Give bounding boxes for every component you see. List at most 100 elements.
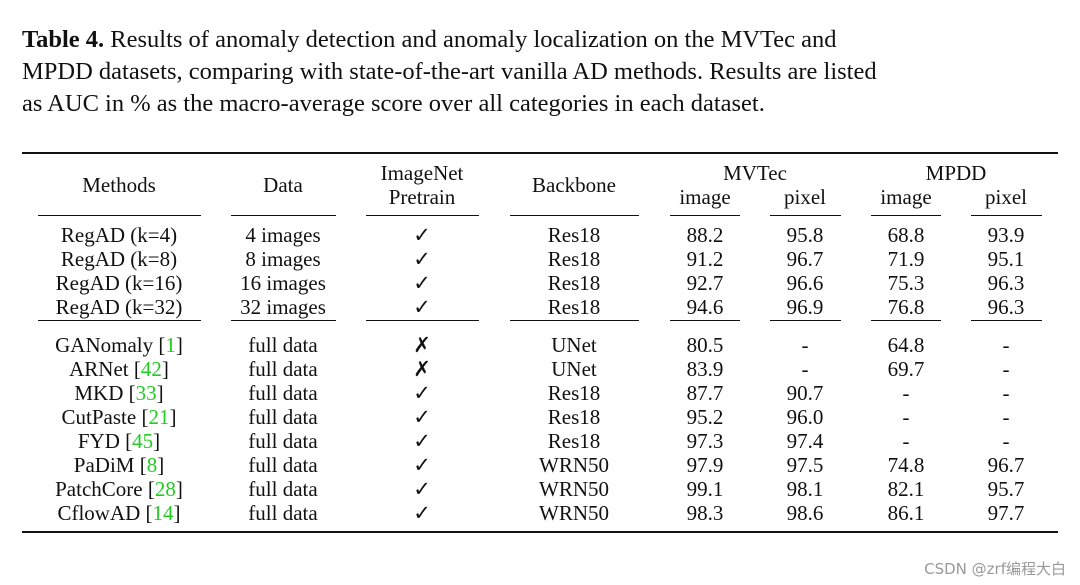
mid-rule xyxy=(231,215,336,217)
cite-bracket: ] xyxy=(175,333,183,357)
table-cell: 87.7 xyxy=(686,381,724,405)
table-cell: - xyxy=(1002,405,1010,429)
header-cell: Backbone xyxy=(532,173,616,197)
table-cell: Res18 xyxy=(547,429,601,453)
mid-rule xyxy=(510,320,639,322)
mid-rule xyxy=(670,320,740,322)
table-cell: 97.3 xyxy=(686,429,724,453)
method-cell: RegAD (k=32) xyxy=(56,295,183,319)
method-name: MKD xyxy=(74,381,124,405)
method-name: PaDiM xyxy=(73,453,135,477)
table-cell: full data xyxy=(248,501,318,525)
table-cell: 95.7 xyxy=(987,477,1025,501)
table-cell: ✓ xyxy=(413,247,431,271)
method-name: CutPaste xyxy=(61,405,137,429)
mid-rule xyxy=(770,320,841,322)
table-cell: 96.3 xyxy=(987,271,1025,295)
cite-bracket: ] xyxy=(157,453,165,477)
method-cell: GANomaly [1] xyxy=(55,333,183,357)
table-cell: ✗ xyxy=(413,333,431,357)
method-cell: ARNet [42] xyxy=(69,357,169,381)
method-cell: FYD [45] xyxy=(78,429,160,453)
table-cell: Res18 xyxy=(547,247,601,271)
table-cell: full data xyxy=(248,477,318,501)
method-name: RegAD (k=16) xyxy=(55,271,183,295)
table-cell: 98.6 xyxy=(786,501,824,525)
subheader-cell: image xyxy=(880,185,932,209)
cite-bracket: ] xyxy=(156,381,164,405)
table-cell: 93.9 xyxy=(987,223,1025,247)
method-name: FYD xyxy=(77,429,120,453)
table-cell: ✓ xyxy=(413,271,431,295)
header-cell: Pretrain xyxy=(388,185,456,209)
table-cell: 98.3 xyxy=(686,501,724,525)
table-cell: 74.8 xyxy=(887,453,925,477)
mid-rule xyxy=(38,320,201,322)
table-cell: 88.2 xyxy=(686,223,724,247)
table-cell: Res18 xyxy=(547,223,601,247)
method-name: ARNet xyxy=(69,357,129,381)
header-cell: Methods xyxy=(82,173,156,197)
cite-bracket: ] xyxy=(175,477,183,501)
method-cell: MKD [33] xyxy=(74,381,163,405)
cite-bracket: [ xyxy=(128,381,136,405)
table-cell: 76.8 xyxy=(887,295,925,319)
table-cell: 91.2 xyxy=(686,247,724,271)
caption-line: MPDD datasets, comparing with state-of-t… xyxy=(22,58,877,85)
table-cell: 97.5 xyxy=(786,453,824,477)
table-cell: ✓ xyxy=(413,501,431,525)
cite-bracket: ] xyxy=(169,405,177,429)
method-name: RegAD (k=32) xyxy=(55,295,183,319)
table-cell: 96.0 xyxy=(786,405,824,429)
table-cell: 32 images xyxy=(240,295,326,319)
table-cell: ✓ xyxy=(413,295,431,319)
citation: 42 xyxy=(140,357,162,381)
mid-rule xyxy=(770,215,841,217)
table-cell: 90.7 xyxy=(786,381,824,405)
cite-bracket: [ xyxy=(133,357,141,381)
table-cell: ✗ xyxy=(413,357,431,381)
method-name: GANomaly xyxy=(55,333,154,357)
table-cell: WRN50 xyxy=(539,501,609,525)
subheader-cell: image xyxy=(679,185,731,209)
method-cell: RegAD (k=8) xyxy=(61,247,177,271)
group-header: MPDD xyxy=(925,161,987,185)
table-cell: 98.1 xyxy=(786,477,824,501)
table-cell: 83.9 xyxy=(686,357,724,381)
mid-rule xyxy=(670,215,740,217)
citation: 1 xyxy=(165,333,176,357)
method-cell: CflowAD [14] xyxy=(57,501,180,525)
table-cell: full data xyxy=(248,429,318,453)
table-cell: 16 images xyxy=(240,271,326,295)
table-cell: 94.6 xyxy=(686,295,724,319)
mid-rule xyxy=(366,215,479,217)
table-cell: full data xyxy=(248,405,318,429)
method-cell: RegAD (k=16) xyxy=(56,271,183,295)
method-cell: PaDiM [8] xyxy=(74,453,164,477)
table-cell: 75.3 xyxy=(887,271,925,295)
table-cell: 86.1 xyxy=(887,501,925,525)
mid-rule xyxy=(971,320,1042,322)
caption-line: Table 4. Results of anomaly detection an… xyxy=(22,24,837,56)
table-cell: 64.8 xyxy=(887,333,925,357)
method-name: RegAD (k=8) xyxy=(60,247,178,271)
table-cell: - xyxy=(902,429,910,453)
cite-bracket: [ xyxy=(158,333,166,357)
table-cell: 92.7 xyxy=(686,271,724,295)
method-name: RegAD (k=4) xyxy=(60,223,178,247)
subheader-cell: pixel xyxy=(784,185,826,209)
table-cell: Res18 xyxy=(547,405,601,429)
cite-bracket: ] xyxy=(161,357,169,381)
cite-bracket: [ xyxy=(141,405,149,429)
table-cell: 99.1 xyxy=(686,477,724,501)
citation: 28 xyxy=(154,477,176,501)
citation: 8 xyxy=(146,453,158,477)
table-cell: 4 images xyxy=(245,223,321,247)
table-cell: 97.7 xyxy=(987,501,1025,525)
mid-rule xyxy=(38,215,201,217)
caption-text: Results of anomaly detection and anomaly… xyxy=(110,26,837,53)
method-name: CflowAD xyxy=(57,501,141,525)
method-cell: RegAD (k=4) xyxy=(61,223,177,247)
subheader-cell: pixel xyxy=(985,185,1027,209)
